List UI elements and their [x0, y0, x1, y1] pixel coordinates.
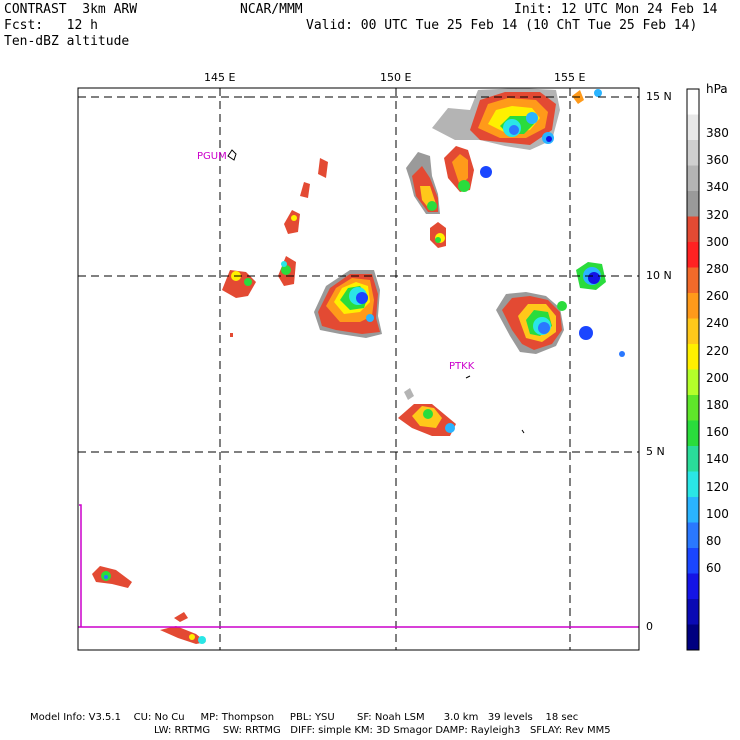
lat-label: 10 N	[646, 269, 672, 282]
colorbar-swatch	[687, 216, 699, 243]
colorbar-tick-label: 200	[706, 370, 729, 385]
colorbar-swatch	[687, 344, 699, 370]
storm-cell	[496, 292, 625, 357]
colorbar-swatch	[687, 395, 699, 421]
storm-cell	[430, 222, 446, 248]
map-frame	[77, 87, 640, 651]
colorbar-swatch	[687, 267, 699, 294]
colorbar-swatch	[687, 548, 699, 574]
colorbar-tick-label: 300	[706, 234, 729, 249]
colorbar-tick-label: 60	[706, 561, 722, 576]
colorbar-swatch	[687, 471, 699, 498]
colorbar-swatch	[687, 420, 699, 447]
colorbar-tick-label: 280	[706, 262, 729, 276]
colorbar-swatch	[687, 446, 699, 472]
colorbar-swatch	[687, 140, 699, 166]
colorbar	[686, 88, 700, 651]
org-label: NCAR/MMM	[240, 2, 303, 17]
lon-label: 145 E	[204, 71, 236, 84]
colorbar-swatch	[687, 242, 699, 268]
station-label-ptkk: PTKK	[449, 361, 475, 372]
colorbar-swatch	[687, 369, 699, 396]
colorbar-frame	[686, 88, 700, 651]
colorbar-swatch	[687, 318, 699, 345]
colorbar-tick-label: 80	[706, 534, 722, 548]
colorbar-swatch	[687, 522, 699, 549]
colorbar-tick-label: 240	[706, 316, 729, 331]
init-time: Init: 12 UTC Mon 24 Feb 14	[514, 2, 718, 17]
lat-label: 0	[646, 620, 653, 633]
colorbar-tick-label: 180	[706, 398, 729, 412]
colorbar-swatch	[687, 599, 699, 625]
equator-line	[78, 504, 639, 628]
storm-cell	[92, 566, 206, 644]
colorbar-unit: hPa	[706, 82, 728, 96]
colorbar-swatch	[687, 293, 699, 319]
storm-cell	[444, 146, 492, 192]
storm-cell	[222, 158, 328, 337]
storm-cell	[314, 270, 382, 338]
lat-label: 5 N	[646, 445, 665, 458]
lat-lon-grid	[78, 88, 639, 650]
colorbar-swatch	[687, 624, 699, 651]
storm-cell	[432, 88, 560, 150]
colorbar-tick-label: 380	[706, 126, 729, 140]
colorbar-tick-label: 160	[706, 425, 729, 440]
reflectivity-field	[92, 88, 625, 644]
valid-time: Valid: 00 UTC Tue 25 Feb 14 (10 ChT Tue …	[306, 18, 698, 33]
lon-label: 155 E	[554, 71, 586, 84]
storm-cell	[398, 388, 456, 436]
lat-label: 15 N	[646, 90, 672, 103]
colorbar-tick-label: 220	[706, 343, 729, 358]
colorbar-tick-label: 320	[706, 207, 729, 222]
colorbar-tick-label: 260	[706, 289, 729, 304]
storm-cell	[406, 152, 440, 214]
colorbar-tick-label: 100	[706, 506, 729, 521]
forecast-hour: Fcst: 12 h	[4, 18, 98, 33]
colorbar-swatch	[687, 165, 699, 192]
colorbar-swatch	[687, 114, 699, 141]
model-info-line1: Model Info: V3.5.1 CU: No Cu MP: Thompso…	[30, 712, 579, 723]
colorbar-tick-label: 120	[706, 479, 729, 494]
colorbar-tick-label: 360	[706, 153, 729, 168]
lon-label: 150 E	[380, 71, 412, 84]
station-label-pgum: PGUM	[197, 151, 227, 162]
model-title: CONTRAST 3km ARW	[4, 2, 138, 17]
field-name: Ten-dBZ altitude	[4, 34, 130, 49]
island-outlines	[227, 96, 525, 434]
colorbar-swatch	[687, 191, 699, 217]
colorbar-tick-label: 340	[706, 180, 729, 195]
storm-cell	[572, 89, 606, 290]
model-info-line2: LW: RRTMG SW: RRTMG DIFF: simple KM: 3D …	[154, 725, 611, 736]
colorbar-swatch	[687, 573, 699, 600]
colorbar-swatch	[687, 497, 699, 523]
colorbar-swatch	[687, 89, 699, 115]
colorbar-tick-label: 140	[706, 452, 729, 467]
